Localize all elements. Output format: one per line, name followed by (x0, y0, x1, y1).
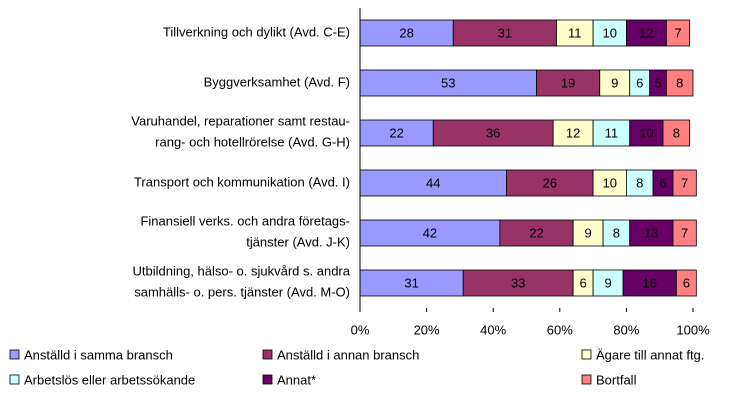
bar-segment (359, 119, 434, 147)
bar-segment (452, 19, 557, 47)
bar-segment (506, 169, 594, 197)
data-label: 33 (511, 275, 525, 290)
bar-segment (629, 219, 674, 247)
legend-label: Ägare till annat ftg. (596, 347, 704, 362)
data-label: 28 (399, 25, 413, 40)
data-label: 10 (603, 25, 617, 40)
x-tick-label: 40% (480, 322, 506, 337)
legend-swatch (262, 374, 273, 385)
bar-segment (665, 69, 694, 97)
bar-segment (499, 219, 574, 247)
data-label: 12 (566, 125, 580, 140)
data-label: 42 (423, 225, 437, 240)
data-label: 6 (659, 175, 666, 190)
category-label: rang- och hotellrörelse (Avd. G-H) (155, 134, 350, 149)
bar-segment (626, 19, 667, 47)
bar-segment (602, 219, 631, 247)
legend-swatch (9, 349, 20, 360)
category-label: samhälls- o. pers. tjänster (Avd. M-O) (134, 284, 350, 299)
data-label: 8 (613, 225, 620, 240)
bar-segment (359, 269, 464, 297)
bar-segment (592, 119, 631, 147)
bar-segment (672, 219, 697, 247)
bar-segment (359, 169, 507, 197)
bar-segment (665, 19, 691, 47)
data-label: 7 (681, 225, 688, 240)
data-label: 11 (568, 25, 582, 40)
data-label: 22 (389, 125, 403, 140)
data-label: 31 (498, 25, 512, 40)
legend-swatch (262, 349, 273, 360)
data-label: 6 (636, 75, 643, 90)
x-tick-label: 0% (351, 322, 370, 337)
data-label: 22 (529, 225, 543, 240)
data-label: 13 (644, 225, 658, 240)
data-label: 8 (676, 75, 683, 90)
data-label: 9 (604, 275, 611, 290)
data-label: 10 (639, 125, 653, 140)
bar-segment (622, 269, 677, 297)
data-label: 5 (654, 75, 661, 90)
legend-label: Arbetslös eller arbetssökande (24, 372, 195, 387)
category-label: Byggverksamhet (Avd. F) (204, 74, 350, 89)
category-label: Varuhandel, reparationer samt restau- (131, 113, 350, 128)
bar-segment (675, 269, 697, 297)
bar-segment (359, 19, 454, 47)
legend-label: Anställd i samma bransch (24, 347, 173, 362)
data-label: 10 (603, 175, 617, 190)
x-tick-label: 80% (613, 322, 639, 337)
data-label: 8 (673, 125, 680, 140)
data-label: 26 (543, 175, 557, 190)
data-label: 16 (642, 275, 656, 290)
data-label: 8 (636, 175, 643, 190)
data-label: 6 (683, 275, 690, 290)
bar-segment (599, 69, 631, 97)
x-tick-label: 20% (414, 322, 440, 337)
data-label: 7 (681, 175, 688, 190)
category-label: Utbildning, hälso- o. sjukvård s. andra (132, 263, 350, 278)
data-label: 7 (674, 25, 681, 40)
bar-segment (592, 169, 627, 197)
data-label: 44 (426, 175, 440, 190)
data-label: 9 (611, 75, 618, 90)
data-label: 12 (639, 25, 653, 40)
data-label: 11 (605, 125, 619, 140)
category-label: Finansiell verks. och andra företags- (140, 213, 350, 228)
bar-segment (662, 119, 691, 147)
bar-segment (592, 269, 624, 297)
legend-swatch (581, 349, 592, 360)
legend-label: Anställd i annan bransch (277, 347, 419, 362)
x-tick-label: 60% (547, 322, 573, 337)
data-label: 36 (486, 125, 500, 140)
legend-label: Bortfall (596, 372, 637, 387)
data-label: 6 (579, 275, 586, 290)
category-label: Tillverkning och dylikt (Avd. C-E) (163, 24, 350, 39)
bar-segment (462, 269, 574, 297)
legend-swatch (581, 374, 592, 385)
legend-label: Annat* (277, 372, 316, 387)
bar-segment (556, 19, 594, 47)
category-label: Transport och kommunikation (Avd. I) (134, 174, 350, 189)
bar-segment (672, 169, 697, 197)
category-label: tjänster (Avd. J-K) (246, 234, 350, 249)
data-label: 19 (561, 75, 575, 90)
legend-swatch (9, 374, 20, 385)
bar-segment (432, 119, 554, 147)
data-label: 53 (441, 75, 455, 90)
data-label: 9 (584, 225, 591, 240)
x-tick-label: 100% (676, 322, 710, 337)
data-label: 31 (404, 275, 418, 290)
bar-segment (359, 69, 537, 97)
